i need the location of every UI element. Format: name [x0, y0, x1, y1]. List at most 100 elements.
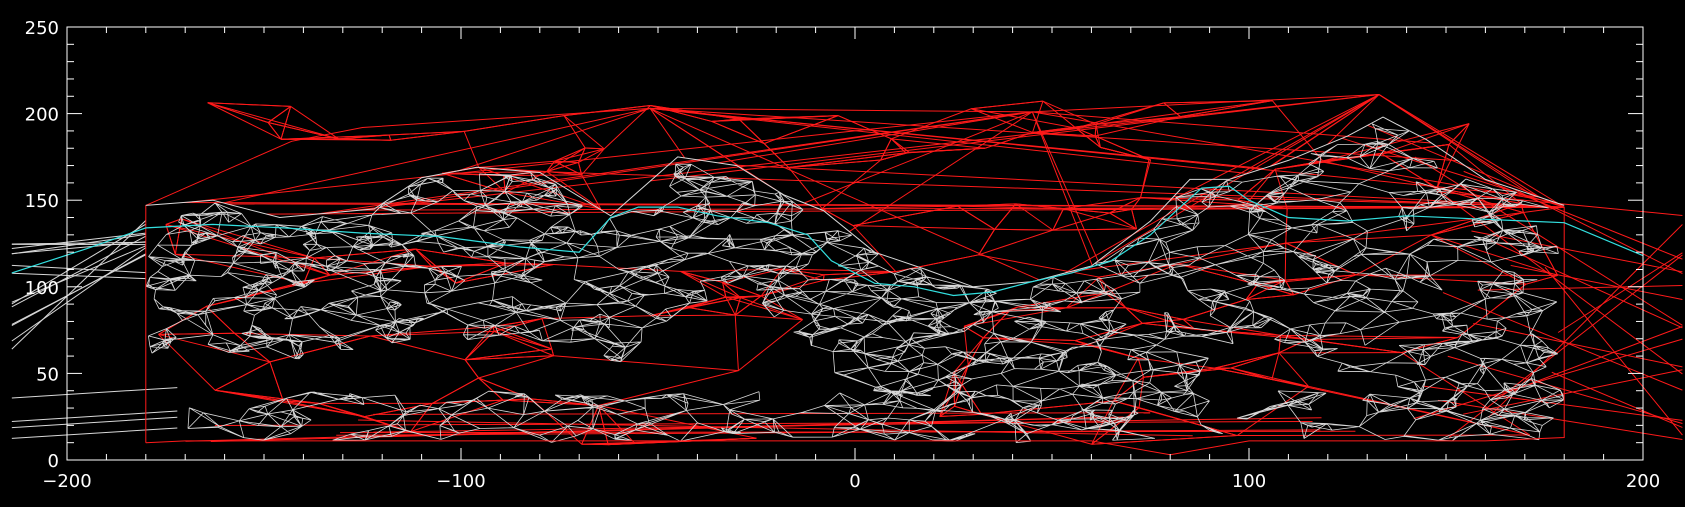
red-mesh-edge — [1095, 94, 1380, 264]
red-mesh-edge — [205, 306, 235, 334]
red-mesh-edge — [1070, 206, 1565, 273]
red-mesh-edge — [1436, 123, 1470, 189]
red-mesh-edge — [983, 337, 1088, 346]
red-mesh-edge — [978, 254, 1100, 278]
red-mesh-edge — [207, 102, 291, 107]
red-mesh-edge — [505, 192, 601, 210]
red-mesh-edge — [853, 225, 995, 230]
red-mesh-edge — [269, 335, 371, 363]
red-mesh-edge — [563, 104, 651, 117]
red-mesh-edge — [1031, 111, 1099, 262]
red-mesh-edge — [649, 296, 727, 317]
series-upper_mesh_edge — [145, 116, 1565, 288]
red-mesh-edge — [1182, 318, 1195, 330]
red-mesh-edge — [963, 325, 984, 339]
red-mesh-edge — [711, 120, 765, 145]
y-tick-label: 150 — [25, 191, 59, 212]
red-mesh-edge — [1032, 123, 1097, 133]
white-mesh-edge — [11, 223, 147, 305]
red-mesh-edge — [1293, 274, 1357, 296]
red-mesh-edge — [788, 167, 823, 209]
red-mesh-edge — [725, 296, 803, 321]
red-mesh-edge — [207, 102, 269, 124]
red-mesh-edge — [267, 122, 339, 140]
red-mesh-edge — [1096, 100, 1273, 125]
red-mesh-edge — [983, 337, 1076, 342]
red-mesh-edge — [503, 399, 599, 407]
white-mesh-outer — [11, 220, 178, 439]
red-mesh-edge — [735, 314, 803, 321]
red-mesh-edge — [680, 270, 727, 298]
red-mesh-edge — [788, 151, 910, 169]
red-mesh-edge — [905, 147, 985, 154]
red-mesh-edge — [492, 326, 495, 332]
red-mesh-edge — [788, 159, 881, 169]
triangulation-mesh — [11, 94, 1683, 446]
red-mesh-edge — [175, 253, 315, 259]
red-mesh-edge — [650, 314, 736, 317]
red-mesh-edge — [431, 377, 479, 404]
white-mesh-edge — [11, 247, 147, 342]
red-mesh-edge — [207, 102, 339, 140]
red-mesh-edge — [1463, 170, 1683, 260]
red-mesh-edge — [1052, 208, 1064, 231]
red-mesh-edge — [1125, 307, 1195, 330]
red-mesh-edge — [649, 107, 1040, 281]
red-mesh-edge — [1109, 212, 1137, 230]
red-mesh-edge — [1031, 111, 1093, 266]
red-mesh-edge — [1285, 234, 1432, 244]
red-mesh-edge — [415, 248, 507, 264]
red-mesh-edge — [963, 326, 969, 366]
red-mesh-edge — [303, 265, 432, 284]
red-mesh-edge — [464, 115, 565, 132]
red-mesh-edge — [388, 134, 392, 141]
red-mesh-edge — [608, 437, 757, 446]
red-mesh-edge — [650, 297, 741, 317]
red-mesh-edge — [1177, 263, 1258, 285]
red-mesh-edge — [585, 147, 605, 150]
red-mesh-edge — [1140, 159, 1152, 198]
red-mesh-edge — [732, 164, 1565, 208]
red-mesh-edge — [358, 419, 1193, 437]
red-mesh-edge — [1143, 367, 1232, 378]
red-mesh-edge — [824, 271, 896, 276]
red-mesh-edge — [1042, 100, 1077, 129]
red-mesh-edge — [734, 297, 741, 316]
red-mesh-edge — [650, 107, 1248, 174]
red-mesh-edge — [1074, 340, 1088, 346]
red-mesh-edge — [1075, 127, 1101, 148]
red-mesh-edge — [1032, 111, 1432, 144]
red-mesh-edge — [1087, 344, 1139, 359]
red-mesh-edge — [680, 270, 741, 299]
red-mesh-edge — [1140, 197, 1246, 206]
red-mesh-edge — [1284, 279, 1295, 295]
red-mesh-edge — [734, 315, 739, 371]
red-mesh-edge — [266, 206, 1565, 215]
white-mesh-edge — [11, 264, 146, 274]
red-mesh-edge — [1473, 322, 1683, 368]
red-mesh-edge — [1137, 357, 1144, 378]
red-mesh-edge — [1431, 212, 1524, 236]
red-mesh-edge — [982, 310, 1010, 339]
y-tick-label: 100 — [25, 278, 59, 299]
red-mesh-edge — [370, 326, 493, 337]
red-mesh-edge — [978, 229, 996, 256]
red-mesh-edge — [718, 111, 1033, 164]
red-mesh-edge — [971, 100, 1043, 110]
red-mesh-edge — [1131, 197, 1141, 210]
red-mesh-edge — [738, 118, 765, 144]
x-tick-label: −100 — [436, 471, 485, 492]
red-mesh-edge — [1471, 230, 1683, 273]
red-mesh-edge — [234, 332, 271, 363]
red-mesh-edge — [711, 115, 839, 122]
red-mesh-edge — [1457, 283, 1527, 338]
red-mesh-edge — [1280, 334, 1458, 339]
red-mesh-edge — [464, 348, 552, 361]
red-mesh-edge — [390, 130, 465, 141]
red-mesh-edge — [953, 372, 983, 415]
red-mesh-edge — [215, 389, 365, 418]
red-mesh-edge — [492, 326, 553, 350]
red-mesh-edge — [363, 111, 1033, 211]
y-tick-label: 200 — [25, 105, 59, 126]
red-mesh-edge — [214, 361, 271, 391]
